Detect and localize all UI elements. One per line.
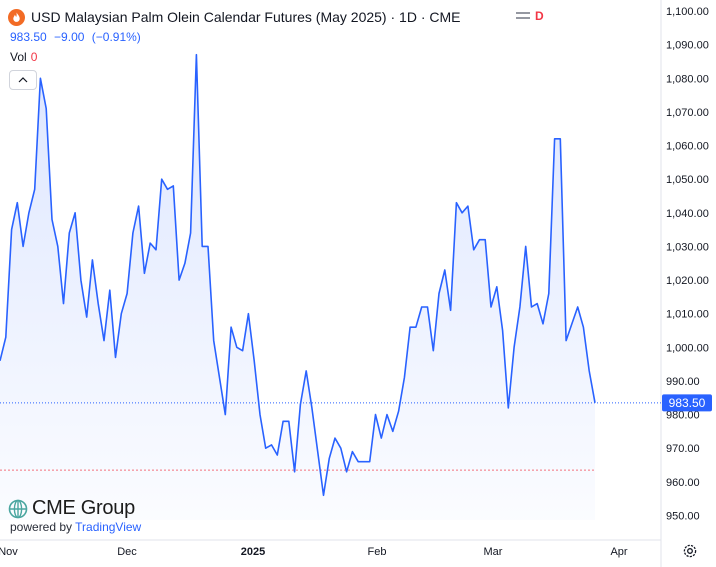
cme-globe-icon bbox=[8, 499, 28, 518]
y-tick-label: 1,070.00 bbox=[666, 107, 709, 119]
equals-icon[interactable] bbox=[516, 9, 530, 23]
flame-icon[interactable] bbox=[8, 8, 25, 26]
y-tick-label: 1,020.00 bbox=[666, 275, 709, 287]
price-area bbox=[0, 54, 595, 520]
brand-name: CME Group bbox=[32, 497, 135, 519]
volume-value: 0 bbox=[30, 50, 38, 64]
y-tick-label: 950.00 bbox=[666, 511, 700, 523]
volume-label: Vol bbox=[10, 50, 27, 64]
y-tick-label: 1,030.00 bbox=[666, 241, 709, 253]
chevron-up-icon bbox=[18, 77, 28, 83]
volume-row: Vol 0 bbox=[10, 50, 37, 64]
cme-brand[interactable]: CME Group bbox=[8, 497, 135, 520]
y-tick-label: 1,090.00 bbox=[666, 40, 709, 52]
symbol-title[interactable]: USD Malaysian Palm Olein Calendar Future… bbox=[31, 9, 461, 25]
x-tick-label: Apr bbox=[610, 546, 627, 558]
price-line bbox=[0, 53, 596, 497]
gear-icon[interactable] bbox=[682, 543, 698, 559]
last-price: 983.50 bbox=[10, 30, 47, 44]
collapse-button[interactable] bbox=[9, 70, 37, 90]
price-change-pct: (−0.91%) bbox=[91, 30, 141, 44]
y-tick-label: 980.00 bbox=[666, 410, 700, 422]
y-tick-label: 1,000.00 bbox=[666, 342, 709, 354]
tradingview-link[interactable]: TradingView bbox=[75, 520, 142, 534]
powered-by[interactable]: powered by TradingView bbox=[10, 520, 141, 534]
price-change-row: 983.50 −9.00 (−0.91%) bbox=[10, 30, 145, 44]
y-tick-label: 960.00 bbox=[666, 477, 700, 489]
y-tick-label: 970.00 bbox=[666, 443, 700, 455]
y-tick-label: 990.00 bbox=[666, 376, 700, 388]
y-tick-label: 1,050.00 bbox=[666, 174, 709, 186]
y-tick-label: 1,040.00 bbox=[666, 208, 709, 220]
d-badge[interactable]: D bbox=[535, 9, 544, 23]
x-tick-label: Nov bbox=[0, 546, 18, 558]
price-change: −9.00 bbox=[54, 30, 85, 44]
y-tick-label: 1,100.00 bbox=[666, 6, 709, 18]
x-tick-label: Dec bbox=[117, 546, 137, 558]
x-tick-label: 2025 bbox=[241, 546, 265, 558]
powered-by-label: powered by bbox=[10, 520, 73, 534]
chart-header: USD Malaysian Palm Olein Calendar Future… bbox=[8, 8, 460, 26]
y-tick-label: 1,010.00 bbox=[666, 309, 709, 321]
x-tick-label: Feb bbox=[368, 546, 387, 558]
y-tick-label: 1,080.00 bbox=[666, 73, 709, 85]
last-price-tag: 983.50 bbox=[662, 394, 712, 412]
x-tick-label: Mar bbox=[484, 546, 503, 558]
y-tick-label: 1,060.00 bbox=[666, 141, 709, 153]
last-price-label: 983.50 bbox=[669, 396, 706, 410]
